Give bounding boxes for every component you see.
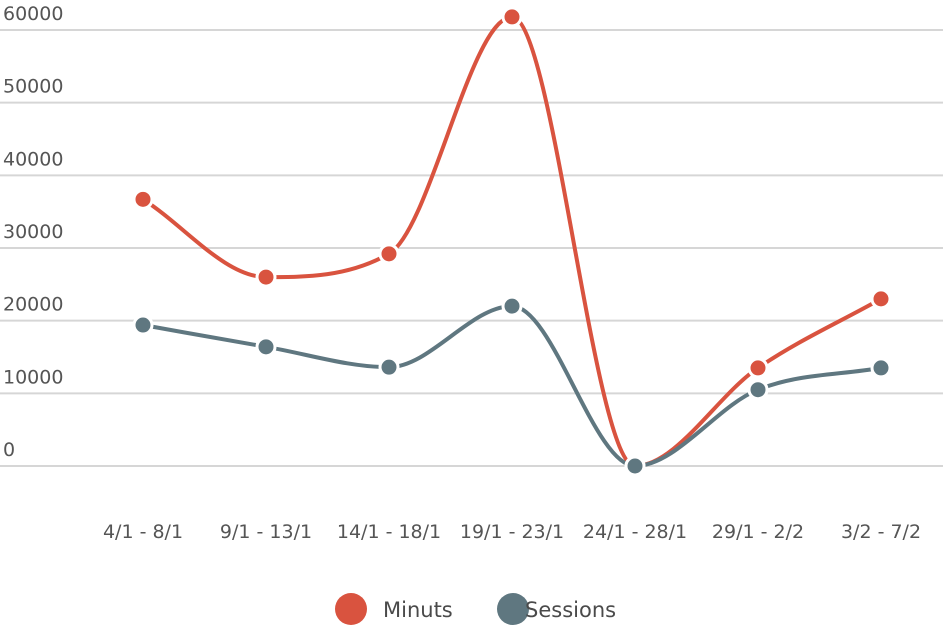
data-point-minuts-1[interactable]	[132, 188, 154, 210]
data-point-minuts-6[interactable]	[747, 357, 769, 379]
data-point-sessions-6[interactable]	[747, 379, 769, 401]
data-point-minuts-7[interactable]	[870, 288, 892, 310]
legend-marker-minuts	[335, 593, 367, 625]
x-axis-labels: 4/1 - 8/1 9/1 - 13/1 14/1 - 18/1 19/1 - 23/…	[103, 521, 921, 543]
chart-grid	[0, 29, 943, 467]
y-tick-label-40000: 40000	[3, 148, 63, 170]
legend-item-sessions[interactable]: Sessions	[497, 593, 616, 625]
legend-item-minuts[interactable]: Minuts	[335, 593, 453, 625]
chart-series-lines	[141, 14, 883, 468]
x-tick-label-3: 14/1 - 18/1	[337, 521, 441, 543]
data-point-minuts-4[interactable]	[501, 6, 523, 28]
y-tick-label-60000: 60000	[3, 3, 63, 25]
series-line-minuts	[141, 14, 883, 468]
x-tick-label-7: 3/2 - 7/2	[841, 521, 921, 543]
x-tick-label-5: 24/1 - 28/1	[583, 521, 687, 543]
y-tick-label-10000: 10000	[3, 366, 63, 388]
y-tick-label-50000: 50000	[3, 76, 63, 98]
x-tick-label-1: 4/1 - 8/1	[103, 521, 183, 543]
y-tick-label-0: 0	[3, 439, 15, 461]
y-tick-label-20000: 20000	[3, 294, 63, 316]
data-point-sessions-3[interactable]	[378, 356, 400, 378]
series-line-sessions	[141, 304, 883, 468]
x-tick-label-6: 29/1 - 2/2	[712, 521, 804, 543]
data-point-sessions-5[interactable]	[624, 455, 646, 477]
data-point-sessions-2[interactable]	[255, 336, 277, 358]
x-tick-label-4: 19/1 - 23/1	[460, 521, 564, 543]
data-point-sessions-4[interactable]	[501, 295, 523, 317]
y-axis-labels: 0 10000 20000 30000 40000 50000 60000	[3, 3, 63, 461]
legend-marker-sessions	[497, 593, 529, 625]
x-tick-label-2: 9/1 - 13/1	[220, 521, 312, 543]
data-point-sessions-7[interactable]	[870, 357, 892, 379]
chart-data-points	[132, 6, 892, 477]
data-point-sessions-1[interactable]	[132, 314, 154, 336]
data-point-minuts-2[interactable]	[255, 266, 277, 288]
y-tick-label-30000: 30000	[3, 221, 63, 243]
legend-label-minuts: Minuts	[383, 598, 453, 622]
chart-legend[interactable]: Minuts Sessions	[335, 593, 616, 625]
data-point-minuts-3[interactable]	[378, 243, 400, 265]
legend-label-sessions: Sessions	[525, 598, 616, 622]
